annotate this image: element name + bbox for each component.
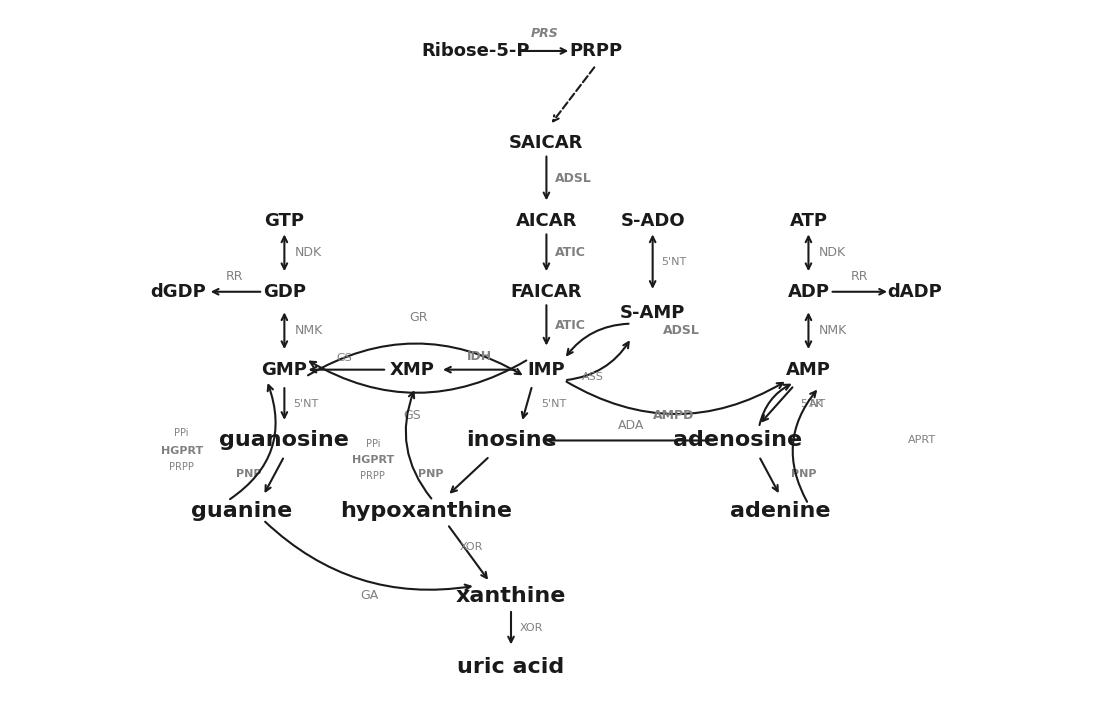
Text: NDK: NDK: [819, 246, 846, 260]
Text: GR: GR: [410, 311, 428, 324]
Text: adenosine: adenosine: [673, 430, 803, 451]
Text: HGPRT: HGPRT: [161, 446, 203, 456]
Text: PRPP: PRPP: [569, 42, 622, 60]
Text: PNP: PNP: [418, 469, 444, 479]
Text: PRS: PRS: [531, 27, 559, 41]
Text: adenine: adenine: [730, 501, 830, 521]
Text: ASS: ASS: [582, 372, 603, 382]
Text: XOR: XOR: [459, 542, 483, 552]
Text: IDH: IDH: [466, 350, 492, 363]
Text: IMP: IMP: [528, 360, 566, 379]
Text: 5'NT: 5'NT: [661, 257, 686, 267]
Text: PPi: PPi: [175, 429, 189, 439]
Text: NMK: NMK: [294, 324, 323, 337]
Text: guanosine: guanosine: [219, 430, 350, 451]
Text: PNP: PNP: [790, 469, 816, 479]
Text: ATIC: ATIC: [555, 246, 586, 260]
Text: GTP: GTP: [265, 212, 304, 230]
Text: hypoxanthine: hypoxanthine: [340, 501, 513, 521]
Text: GDP: GDP: [262, 283, 306, 301]
Text: guanine: guanine: [192, 501, 292, 521]
Text: S-ADO: S-ADO: [620, 212, 685, 230]
Text: GA: GA: [360, 589, 379, 602]
Text: AK: AK: [808, 399, 824, 409]
Text: ADSL: ADSL: [555, 172, 592, 185]
Text: Ribose-5-P: Ribose-5-P: [422, 42, 530, 60]
Text: GS: GS: [337, 353, 352, 363]
Text: GS: GS: [403, 409, 421, 422]
Text: PRPP: PRPP: [169, 462, 194, 472]
Text: PNP: PNP: [236, 469, 261, 479]
Text: NDK: NDK: [294, 246, 322, 260]
Text: ATP: ATP: [789, 212, 827, 230]
Text: HGPRT: HGPRT: [352, 455, 394, 465]
Text: xanthine: xanthine: [456, 587, 566, 606]
Text: uric acid: uric acid: [457, 657, 565, 677]
Text: XMP: XMP: [390, 360, 434, 379]
Text: S-AMP: S-AMP: [620, 304, 685, 322]
Text: XOR: XOR: [519, 623, 542, 634]
Text: ATIC: ATIC: [555, 319, 586, 331]
Text: ADP: ADP: [787, 283, 829, 301]
Text: APRT: APRT: [908, 435, 935, 446]
Text: dGDP: dGDP: [151, 283, 206, 301]
Text: PPi: PPi: [365, 439, 380, 449]
Text: RR: RR: [850, 270, 868, 283]
Text: AMPD: AMPD: [653, 409, 694, 422]
Text: 5'NT: 5'NT: [800, 399, 825, 409]
Text: NMK: NMK: [819, 324, 847, 337]
Text: FAICAR: FAICAR: [510, 283, 582, 301]
Text: AMP: AMP: [786, 360, 831, 379]
Text: ADSL: ADSL: [663, 324, 700, 337]
Text: AICAR: AICAR: [516, 212, 577, 230]
Text: RR: RR: [226, 270, 244, 283]
Text: SAICAR: SAICAR: [509, 134, 583, 152]
Text: 5'NT: 5'NT: [293, 399, 318, 409]
Text: ADA: ADA: [618, 419, 644, 432]
Text: dADP: dADP: [888, 283, 942, 301]
Text: 5'NT: 5'NT: [540, 399, 566, 409]
Text: inosine: inosine: [466, 430, 557, 451]
Text: GMP: GMP: [261, 360, 308, 379]
Text: PRPP: PRPP: [361, 471, 385, 481]
